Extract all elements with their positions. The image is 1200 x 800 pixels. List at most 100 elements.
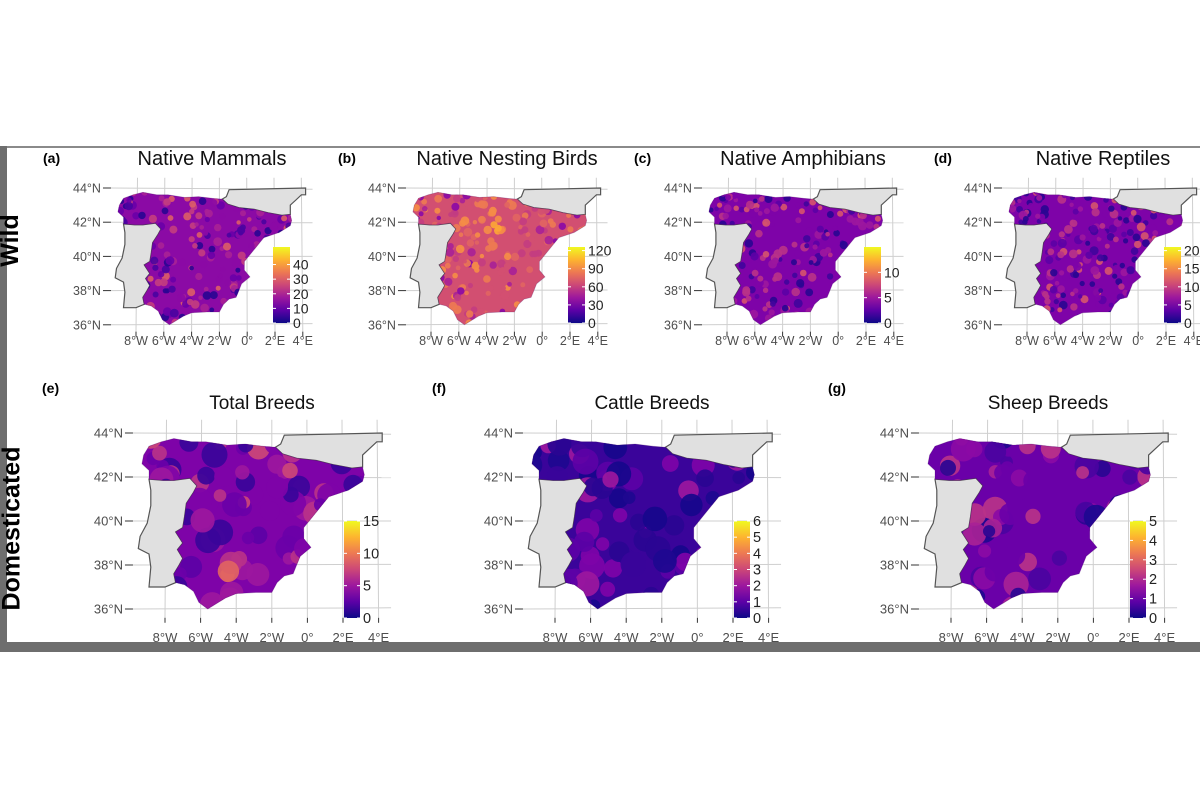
richness-cell xyxy=(204,216,210,223)
richness-cell xyxy=(1148,224,1157,232)
richness-cell xyxy=(620,551,647,578)
richness-cell xyxy=(1134,240,1142,249)
richness-cell xyxy=(189,208,195,215)
richness-cell xyxy=(1089,313,1095,319)
richness-cell xyxy=(320,592,346,609)
richness-cell xyxy=(142,596,162,609)
richness-cell xyxy=(714,566,735,588)
richness-cell xyxy=(208,245,216,253)
richness-cell xyxy=(220,266,226,273)
richness-cell xyxy=(794,249,803,258)
richness-cell xyxy=(780,203,788,211)
richness-cell xyxy=(1127,318,1136,325)
lat-tick-label: 44°N xyxy=(484,426,513,441)
lat-tick-label: 38°N xyxy=(73,284,101,298)
richness-cell xyxy=(963,522,987,546)
richness-cell xyxy=(1117,216,1123,221)
richness-cell xyxy=(1019,438,1036,455)
richness-cell xyxy=(717,202,723,208)
richness-cell xyxy=(709,239,716,246)
lat-tick-label: 44°N xyxy=(94,426,123,441)
richness-cell xyxy=(742,286,751,295)
graticule-lon-line xyxy=(595,177,599,332)
richness-cell xyxy=(1151,307,1157,312)
richness-cell xyxy=(827,252,833,258)
richness-cell xyxy=(1136,222,1146,232)
lat-tick-label: 44°N xyxy=(880,426,909,441)
richness-cell xyxy=(793,298,803,308)
richness-cell xyxy=(286,230,292,239)
richness-cell xyxy=(983,525,996,538)
richness-cell xyxy=(204,209,213,218)
richness-cell xyxy=(342,493,361,512)
richness-cell xyxy=(1059,300,1068,310)
colorbar-tick-label: 30 xyxy=(293,271,309,287)
richness-cell xyxy=(1064,225,1073,234)
richness-cell xyxy=(984,561,1005,582)
richness-cell xyxy=(841,279,848,287)
richness-cell xyxy=(603,438,628,460)
spain-outline xyxy=(927,438,1151,610)
richness-cell xyxy=(1109,313,1117,321)
lat-tick-label: 36°N xyxy=(368,318,396,332)
richness-cell xyxy=(852,301,859,308)
richness-cell xyxy=(754,207,760,213)
richness-cell xyxy=(1136,306,1143,314)
lat-tick-label: 38°N xyxy=(880,558,909,573)
richness-cell xyxy=(1091,208,1100,217)
lat-tick-label: 44°N xyxy=(73,182,101,196)
lat-tick-label: 38°N xyxy=(94,558,123,573)
richness-cell xyxy=(714,206,719,212)
richness-cell xyxy=(526,266,534,273)
richness-cell xyxy=(1076,580,1092,597)
figure-frame-left xyxy=(0,146,7,652)
map-panel-f: 44°N 42°N 40°N 38°N 36°N 8°W 6°W 4°W 2°W 0° 2°E 4°E… xyxy=(432,380,782,645)
panel-title: Total Breeds xyxy=(209,393,315,414)
richness-cell xyxy=(507,200,517,210)
richness-cell xyxy=(1150,212,1158,220)
colorbar-tick-label: 5 xyxy=(363,579,371,595)
richness-cell xyxy=(720,559,734,573)
richness-cell xyxy=(566,213,572,218)
richness-cell xyxy=(1117,301,1124,308)
richness-cell xyxy=(1042,291,1049,298)
graticule-lon-line xyxy=(376,419,380,618)
richness-cell xyxy=(539,219,548,228)
richness-cell xyxy=(825,231,830,237)
richness-cell xyxy=(791,192,801,197)
richness-cell xyxy=(138,211,146,220)
richness-cell xyxy=(808,260,814,265)
richness-cell xyxy=(544,316,550,323)
richness-cell xyxy=(1152,230,1159,236)
richness-cell xyxy=(852,262,858,269)
richness-cell xyxy=(800,269,807,277)
france-shape xyxy=(221,187,307,217)
richness-cell xyxy=(132,212,140,220)
richness-cell xyxy=(488,209,497,217)
richness-cell xyxy=(1115,278,1123,286)
colorbar-tick-label: 0 xyxy=(1149,611,1157,627)
map-panel-d: 44°N 42°N 40°N 38°N 36°N 8°W 6°W 4°W 2°W 0° 2°E 4°E… xyxy=(934,148,1200,348)
richness-cell xyxy=(259,500,280,521)
richness-cell xyxy=(1106,522,1125,542)
lon-tick-label: 2°E xyxy=(1118,630,1139,645)
richness-cell xyxy=(1070,291,1075,297)
lon-tick-label: 0° xyxy=(1087,630,1099,645)
lon-tick-label: 6°W xyxy=(1043,334,1067,348)
map-panel-a: 44°N 42°N 40°N 38°N 36°N 8°W 6°W 4°W 2°W 0° 2°E 4°E… xyxy=(43,148,313,348)
richness-cell xyxy=(1022,216,1029,222)
richness-cell xyxy=(305,594,331,609)
richness-cell xyxy=(1095,540,1117,562)
richness-cell xyxy=(224,279,232,287)
colorbar-tick-label: 90 xyxy=(588,261,604,277)
richness-cell xyxy=(449,312,455,318)
lon-tick-label: 4°E xyxy=(1154,630,1175,645)
portugal-shape xyxy=(114,222,162,309)
richness-cell xyxy=(207,519,234,546)
richness-cell xyxy=(444,255,452,263)
richness-cell xyxy=(589,509,603,522)
richness-cell xyxy=(1008,233,1012,241)
richness-cell xyxy=(1108,302,1114,308)
richness-cell xyxy=(119,295,125,301)
richness-cell xyxy=(423,316,429,322)
